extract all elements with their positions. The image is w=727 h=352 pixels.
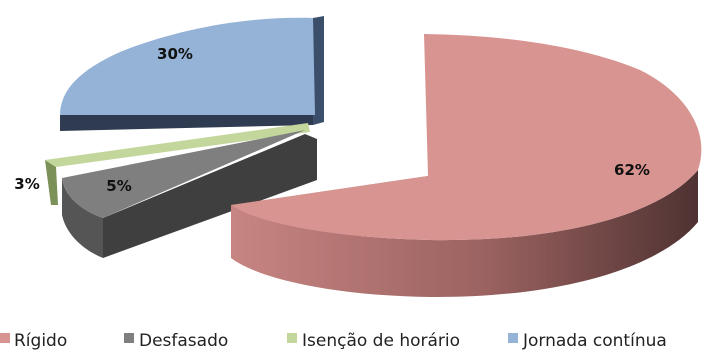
slice-side [313,16,324,125]
legend-item-rigido: Rígido [0,331,67,351]
legend-item-isencao-de-horario: Isenção de horário [287,331,460,351]
slice-top [231,34,702,241]
legend-swatch [124,333,134,343]
slice-side [231,170,698,298]
slice-top [60,17,315,115]
slice-jornada-continua [60,16,324,131]
slice-top [62,130,305,218]
legend-item-jornada-continua: Jornada contínua [508,331,667,351]
legend-swatch [0,333,10,343]
legend-label: Rígido [14,331,67,351]
slice-desfasado [62,130,317,258]
slice-top [45,123,310,167]
legend-item-desfasado: Desfasado [124,331,228,351]
legend-label: Isenção de horário [302,331,460,351]
legend-swatch [508,333,518,343]
data-label-jornada-continua: 30% [157,45,193,63]
slice-rigido [231,34,702,298]
slice-side [45,160,58,205]
slice-isencao-de-horario [45,123,310,205]
slice-side [60,115,315,131]
slice-side [62,178,103,258]
data-label-desfasado: 5% [106,177,131,195]
data-label-isencao-de-horario: 3% [14,175,39,193]
legend-label: Desfasado [139,331,228,351]
legend-swatch [287,333,297,343]
data-label-rigido: 62% [614,161,650,179]
legend: Rígido Desfasado Isenção de horário Jorn… [0,331,667,351]
slice-side [103,134,317,258]
legend-label: Jornada contínua [522,331,667,351]
